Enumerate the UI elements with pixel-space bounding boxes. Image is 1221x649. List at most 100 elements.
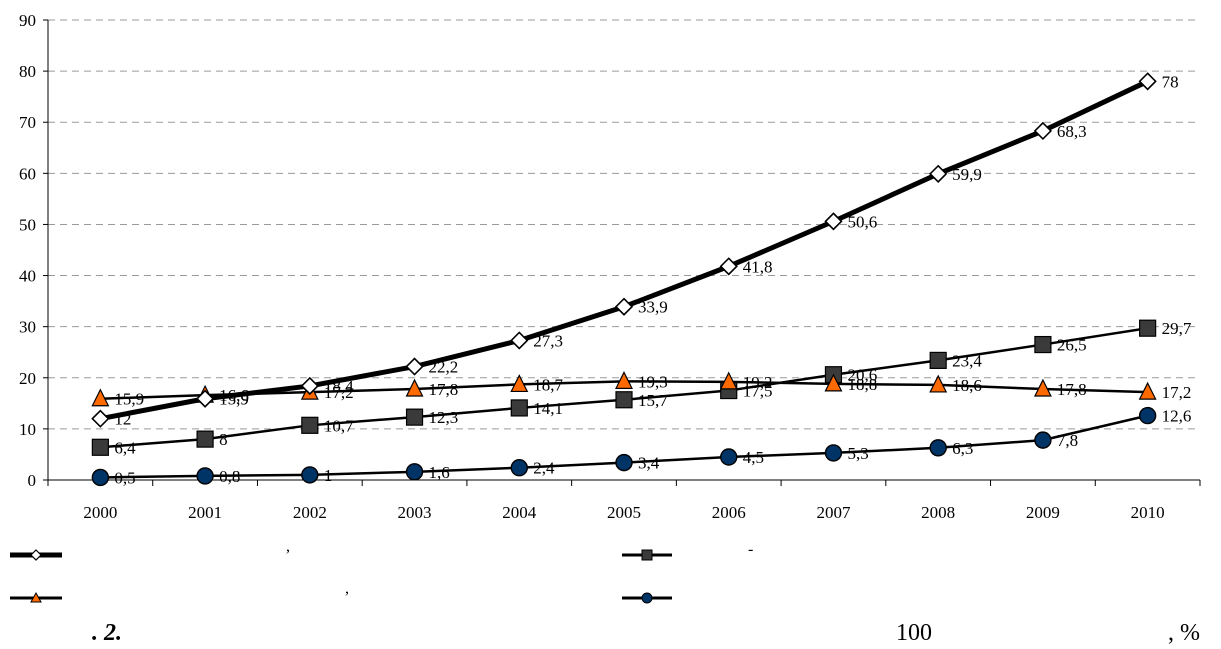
data-label: 78 bbox=[1162, 72, 1179, 91]
data-point-square bbox=[405, 408, 424, 426]
legend-text-1: , bbox=[286, 538, 290, 555]
data-label: 8 bbox=[219, 430, 228, 449]
data-label: 16,6 bbox=[219, 386, 249, 405]
data-point-square bbox=[301, 416, 319, 434]
data-point-circle bbox=[405, 463, 424, 481]
data-label: 18,8 bbox=[847, 375, 877, 394]
data-point-triangle bbox=[510, 374, 529, 393]
data-point-diamond bbox=[719, 257, 738, 276]
data-label: 17,8 bbox=[429, 380, 459, 399]
y-tick-label: 80 bbox=[19, 62, 36, 81]
data-point-diamond bbox=[510, 331, 529, 350]
data-point-square bbox=[615, 391, 633, 409]
data-label: 33,9 bbox=[638, 298, 668, 317]
x-tick-label: 2004 bbox=[502, 503, 537, 522]
series-line-diamond bbox=[99, 79, 1149, 422]
data-label: 19,2 bbox=[743, 373, 773, 392]
data-label: 3,4 bbox=[638, 454, 660, 473]
x-tick-label: 2009 bbox=[1026, 503, 1060, 522]
data-label: 1,6 bbox=[429, 463, 450, 482]
data-label: 12 bbox=[114, 410, 131, 429]
data-label: 10,7 bbox=[324, 416, 354, 435]
data-label: 4,5 bbox=[743, 448, 764, 467]
figure-caption-unit: , % bbox=[1168, 620, 1200, 646]
y-tick-label: 30 bbox=[19, 318, 36, 337]
data-label: 7,8 bbox=[1057, 431, 1078, 450]
data-label: 1 bbox=[324, 466, 333, 485]
data-point-diamond bbox=[1138, 72, 1157, 91]
x-tick-label: 2010 bbox=[1131, 503, 1165, 522]
data-point-circle bbox=[301, 466, 319, 484]
figure-caption-value: 100 bbox=[896, 620, 932, 646]
data-point-square bbox=[91, 438, 109, 456]
data-label: 5,3 bbox=[847, 444, 868, 463]
data-point-diamond bbox=[405, 357, 424, 376]
y-tick-label: 20 bbox=[19, 369, 36, 388]
data-point-circle bbox=[929, 439, 947, 457]
data-point-circle bbox=[510, 459, 528, 477]
data-label: 68,3 bbox=[1057, 122, 1087, 141]
data-label: 26,5 bbox=[1057, 336, 1087, 355]
data-label: 0,5 bbox=[114, 468, 135, 487]
data-point-diamond bbox=[1033, 121, 1053, 141]
data-point-square bbox=[510, 399, 528, 417]
legend-marker-diamond bbox=[30, 549, 42, 561]
x-tick-label: 2002 bbox=[293, 503, 327, 522]
data-point-diamond bbox=[824, 212, 843, 231]
data-point-square bbox=[1034, 335, 1052, 354]
data-label: 20,6 bbox=[847, 366, 877, 385]
y-tick-label: 60 bbox=[19, 164, 36, 183]
data-point-triangle bbox=[824, 373, 843, 392]
data-point-triangle bbox=[615, 371, 633, 389]
x-tick-label: 2008 bbox=[921, 503, 955, 522]
data-point-circle bbox=[196, 467, 214, 485]
x-tick-label: 2006 bbox=[712, 503, 746, 522]
data-label: 29,7 bbox=[1162, 319, 1192, 338]
data-label: 22,2 bbox=[429, 358, 459, 377]
data-point-triangle bbox=[405, 378, 424, 397]
data-label: 50,6 bbox=[847, 212, 877, 231]
data-label: 6,4 bbox=[114, 438, 136, 457]
data-point-triangle bbox=[719, 371, 738, 390]
data-point-triangle bbox=[1033, 378, 1052, 397]
data-label: 18,7 bbox=[533, 375, 563, 394]
x-tick-label: 2007 bbox=[816, 503, 851, 522]
data-point-circle bbox=[720, 448, 738, 466]
data-label: 17,5 bbox=[743, 382, 773, 401]
data-point-circle bbox=[1034, 431, 1052, 449]
data-point-circle bbox=[91, 468, 110, 487]
data-point-circle bbox=[824, 444, 843, 462]
data-label: 27,3 bbox=[533, 331, 563, 350]
data-point-circle bbox=[1138, 406, 1157, 425]
data-label: 12,3 bbox=[429, 408, 459, 427]
data-point-diamond bbox=[300, 376, 319, 396]
x-tick-label: 2003 bbox=[398, 503, 432, 522]
data-point-circle bbox=[615, 453, 633, 472]
x-tick-label: 2001 bbox=[188, 503, 222, 522]
legend-marker-square bbox=[641, 549, 653, 561]
data-label: 17,2 bbox=[1162, 383, 1192, 402]
y-tick-label: 70 bbox=[19, 113, 36, 132]
data-label: 0,8 bbox=[219, 467, 240, 486]
data-point-triangle bbox=[91, 388, 110, 407]
data-label: 6,3 bbox=[952, 439, 973, 458]
legend-marker-circle bbox=[641, 592, 653, 604]
data-label: 15,9 bbox=[219, 390, 249, 409]
data-label: 17,8 bbox=[1057, 380, 1087, 399]
y-tick-label: 50 bbox=[19, 215, 36, 234]
data-point-triangle bbox=[1138, 381, 1157, 400]
x-tick-label: 2000 bbox=[83, 503, 117, 522]
data-label: 17,2 bbox=[324, 383, 354, 402]
y-tick-label: 40 bbox=[19, 267, 36, 286]
data-label: 19,3 bbox=[638, 372, 668, 391]
data-point-square bbox=[196, 430, 214, 448]
data-point-triangle bbox=[929, 374, 948, 393]
data-label: 23,4 bbox=[952, 351, 982, 370]
y-tick-label: 0 bbox=[28, 471, 37, 490]
legend-text-2: - bbox=[748, 541, 754, 558]
data-label: 15,9 bbox=[114, 390, 144, 409]
figure-caption-label: . 2. bbox=[92, 620, 122, 646]
legend-text-3: , bbox=[345, 580, 349, 597]
x-tick-label: 2005 bbox=[607, 503, 641, 522]
